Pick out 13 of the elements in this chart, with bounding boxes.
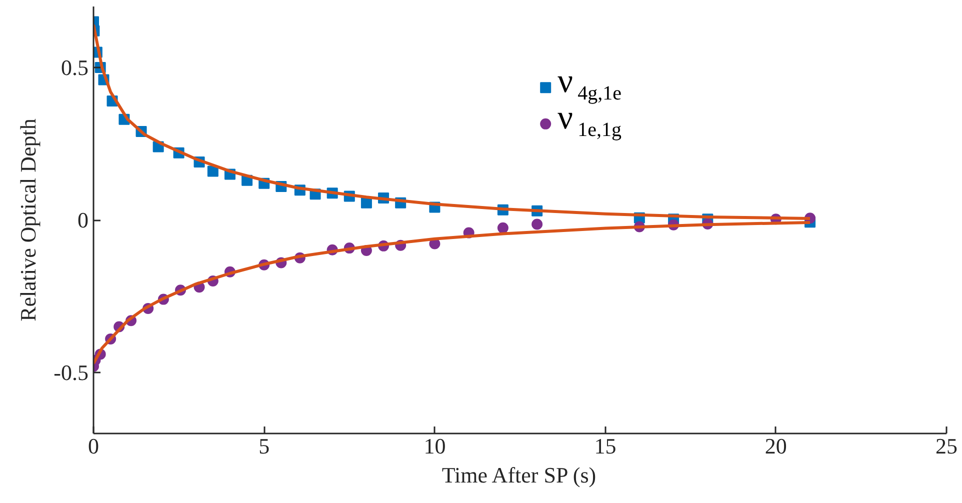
y-tick-label: 0.5 [61,55,88,80]
x-tick-label: 10 [424,434,446,458]
point [360,197,372,208]
y-axis-title: Relative Optical Depth [16,118,41,322]
x-tick-label: 5 [258,434,270,458]
y-tick-label: 0 [78,208,88,232]
x-tick-label: 20 [764,434,787,458]
point [497,222,508,234]
x-tick-label: 15 [594,434,616,458]
point [532,218,543,230]
x-axis-title: Time After SP (s) [442,462,596,488]
y-tick-label: -0.5 [54,360,88,385]
x-tick-label: 25 [936,434,958,458]
